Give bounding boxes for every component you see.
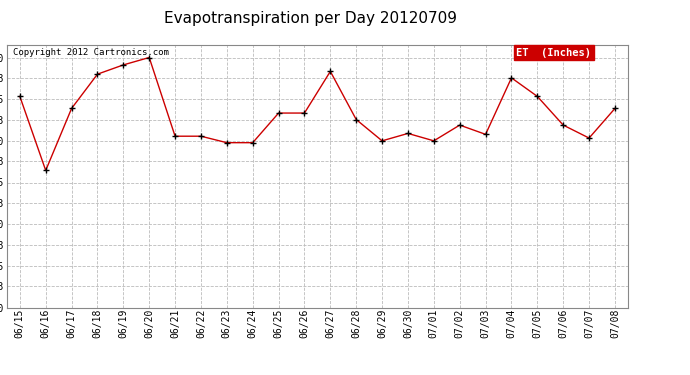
Text: Copyright 2012 Cartronics.com: Copyright 2012 Cartronics.com [13,48,169,57]
Text: ET  (Inches): ET (Inches) [516,48,591,58]
Text: Evapotranspiration per Day 20120709: Evapotranspiration per Day 20120709 [164,11,457,26]
